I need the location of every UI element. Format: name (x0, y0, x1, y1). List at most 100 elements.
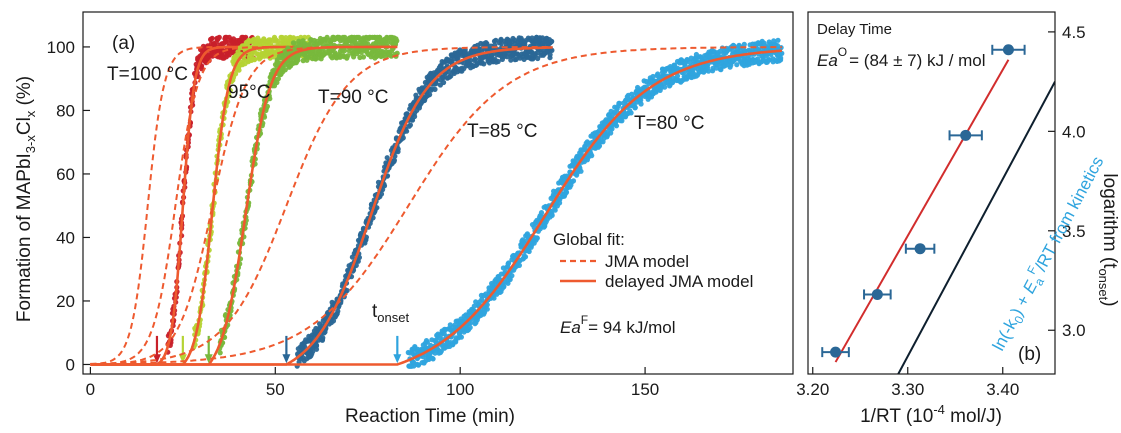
data-point (216, 34, 222, 41)
onset-arrow-head (152, 354, 161, 364)
data-point (412, 113, 418, 120)
data-point (374, 205, 380, 211)
jma-fit-curve (90, 46, 782, 365)
t-onset-label: tonset (372, 301, 409, 325)
ea-o-annotation: EaO = (84 ± 7) kJ / mol (817, 45, 986, 70)
panel-b-y-axis-title: logarithm (tonset) (1096, 173, 1120, 306)
panel-b-x-tick-label: 3.40 (986, 380, 1019, 399)
panel-a-label: (a) (112, 33, 135, 54)
data-point (320, 335, 326, 341)
data-point (710, 68, 716, 74)
data-point (528, 244, 534, 250)
data-point (484, 306, 490, 312)
data-point (217, 350, 223, 356)
data-point (534, 235, 540, 241)
panel-b-x-tick-label: 3.20 (796, 380, 829, 399)
data-point (589, 153, 595, 159)
panel-b-x-axis-title: 1/RT (10-4 mol/J) (860, 402, 1002, 427)
panel-a-x-axis-title: Reaction Time (min) (345, 406, 515, 427)
jma-fit-curve (90, 45, 313, 366)
data-point (394, 50, 400, 56)
data-point (522, 254, 529, 260)
panel-a-y-tick-label: 0 (66, 355, 75, 374)
series-label-t80: T=80 °C (634, 113, 704, 134)
ref-label-rest: /RT from kinetics (1031, 153, 1107, 274)
onset-arrow-head (204, 354, 213, 364)
data-point (334, 311, 340, 317)
data-point (291, 40, 297, 46)
panel-a-plot-area (90, 34, 785, 369)
data-point (328, 39, 334, 45)
data-point (404, 128, 410, 134)
series-label-t90: T=90 °C (318, 87, 388, 108)
data-point (467, 324, 473, 331)
data-point (251, 57, 258, 63)
data-point (505, 280, 511, 286)
data-point (391, 157, 397, 163)
legend: Global fit: JMA model delayed JMA model (553, 230, 753, 291)
data-point (609, 126, 615, 132)
onset-arrow-head (282, 354, 291, 364)
data-point (441, 79, 447, 86)
panel-b-y-tick-label: 3.5 (1062, 222, 1086, 241)
y2-title-sub: onset (1096, 268, 1111, 300)
data-point (549, 47, 555, 54)
data-point (535, 55, 541, 62)
ea-f-superscript: F (581, 313, 588, 327)
panel-a-y-tick-label: 40 (56, 228, 75, 247)
data-point (438, 348, 444, 354)
panel-a-y-tick-label: 100 (47, 38, 75, 57)
ea-f-symbol: Ea (560, 318, 581, 337)
data-point (493, 37, 499, 43)
panel-a-frame (82, 11, 794, 375)
data-point (509, 273, 515, 279)
data-point (360, 54, 367, 60)
panel-a-x-tick-label: 50 (266, 380, 285, 399)
data-point (430, 356, 436, 362)
data-point (427, 92, 433, 98)
data-point (662, 84, 668, 90)
data-point (295, 57, 301, 63)
data-point (674, 73, 681, 79)
data-point (282, 67, 288, 73)
panel-b-y-tick-label: 3.0 (1062, 321, 1086, 340)
data-point (310, 349, 316, 355)
panel-a-y-tick-label: 80 (56, 101, 75, 120)
reference-line (897, 81, 1055, 374)
data-point (400, 135, 406, 141)
data-point (472, 56, 478, 62)
data-point (563, 189, 570, 195)
ea-o-superscript: O (838, 45, 847, 59)
data-point (578, 168, 584, 174)
data-point (613, 123, 620, 129)
ea-f-value: = 94 kJ/mol (588, 318, 675, 337)
panel-b-label: (b) (1018, 344, 1041, 365)
data-point (628, 110, 634, 116)
ea-f-annotation: EaF= 94 kJ/mol (560, 313, 676, 337)
data-point (209, 35, 215, 42)
panel-a-x-tick-label: 150 (631, 380, 659, 399)
data-point (313, 342, 320, 348)
panel-a-ticks: 0 50 100 150 0 20 40 60 80 100 (47, 38, 660, 399)
data-point (549, 212, 555, 218)
x-title-unit: mol/J) (945, 406, 1002, 427)
panel-b-frame (807, 11, 1056, 375)
data-point (616, 100, 622, 106)
data-point (549, 38, 555, 45)
x-title-exponent: -4 (933, 402, 945, 417)
onset-arrow-head (178, 354, 187, 364)
data-point (233, 71, 239, 77)
panel-b-y-tick-label: 4.0 (1062, 122, 1086, 141)
data-point (415, 362, 421, 368)
y-title-subscript-1: 3-x (23, 135, 38, 154)
data-point (778, 57, 784, 63)
data-point (632, 105, 638, 111)
delay-time-point (914, 243, 926, 255)
panel-b-ticks: 3.20 3.30 3.40 3.0 3.5 4.0 4.5 (796, 23, 1085, 399)
data-point (570, 178, 577, 184)
data-point (506, 260, 512, 266)
panel-b: 3.20 3.30 3.40 3.0 3.5 4.0 4.5 Delay Time EaO =… (796, 11, 1120, 427)
data-point (547, 52, 553, 58)
